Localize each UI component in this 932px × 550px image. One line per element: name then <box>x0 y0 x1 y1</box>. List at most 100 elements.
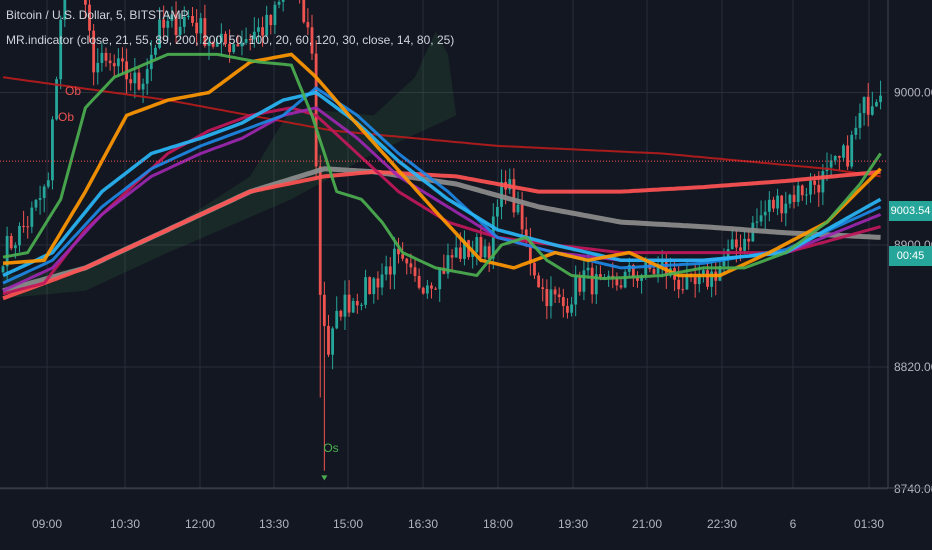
candle <box>615 278 619 286</box>
candle <box>755 221 759 223</box>
candle <box>483 246 487 258</box>
candle <box>656 265 660 274</box>
x-tick-label: 09:00 <box>32 517 62 531</box>
candle <box>631 265 635 278</box>
candle <box>842 145 845 158</box>
indicator-label[interactable]: MR.indicator (close, 21, 55, 89, 200, 20… <box>6 33 455 47</box>
candle <box>681 289 685 291</box>
candle <box>833 155 837 161</box>
candle <box>780 195 784 214</box>
candle <box>471 252 475 258</box>
x-tick-label: 15:00 <box>333 517 363 531</box>
candle <box>182 16 186 27</box>
candle <box>574 276 578 305</box>
cyan-moving-average <box>2 90 882 278</box>
candle <box>660 261 664 266</box>
candle <box>837 155 841 158</box>
candle <box>776 195 779 209</box>
candle <box>475 237 479 253</box>
candle <box>236 44 240 47</box>
x-tick-label: 16:30 <box>408 517 438 531</box>
candle <box>133 72 137 84</box>
candle <box>557 294 561 298</box>
candle <box>104 52 108 61</box>
overbought-marker-1-label: Ob <box>65 84 81 98</box>
candle <box>866 96 870 115</box>
candle <box>590 267 594 295</box>
candle <box>384 266 388 275</box>
candle <box>425 285 429 294</box>
candle <box>360 304 363 306</box>
candle <box>269 14 273 26</box>
candle <box>718 266 722 281</box>
candle <box>92 30 96 73</box>
candle <box>393 248 396 275</box>
candle <box>26 226 30 228</box>
candle <box>463 240 466 259</box>
candle <box>96 62 100 73</box>
candle <box>13 245 17 249</box>
candle <box>18 225 21 246</box>
candle <box>722 259 726 267</box>
candle <box>644 261 648 276</box>
candle <box>116 58 120 67</box>
candle <box>702 270 705 275</box>
candle <box>347 294 351 313</box>
candle <box>434 288 437 290</box>
candle <box>870 106 874 115</box>
candle <box>1 266 5 273</box>
candle <box>586 267 590 271</box>
candle <box>545 288 549 307</box>
candle <box>302 0 306 23</box>
candle <box>817 184 821 193</box>
candle <box>265 14 269 36</box>
candle <box>248 39 252 41</box>
candle <box>520 204 524 230</box>
candle <box>582 270 586 292</box>
candle <box>549 289 553 307</box>
candle <box>335 310 339 329</box>
candle <box>121 58 124 62</box>
candle <box>187 16 190 18</box>
countdown-tag: 00:45 <box>889 246 932 266</box>
candle <box>5 235 9 267</box>
candle <box>487 246 491 259</box>
candle <box>652 269 656 274</box>
chart-title: Bitcoin / U.S. Dollar, 5, BITSTAMP <box>6 8 189 22</box>
candle <box>772 199 775 209</box>
candle <box>512 179 516 213</box>
candle <box>318 166 322 295</box>
candle <box>438 267 442 290</box>
candle <box>88 4 91 31</box>
x-tick-label: 13:30 <box>259 517 289 531</box>
x-tick-label: 19:30 <box>558 517 588 531</box>
candle <box>788 194 792 204</box>
candle <box>22 225 25 227</box>
candle <box>30 207 34 227</box>
candle <box>376 278 380 288</box>
candle <box>9 235 13 249</box>
candle <box>697 274 701 285</box>
candle <box>417 275 421 288</box>
candle <box>739 247 742 251</box>
candle <box>343 294 347 317</box>
x-tick-label: 01:30 <box>854 517 884 531</box>
green-moving-average <box>2 52 882 281</box>
candle <box>784 203 788 214</box>
candle <box>322 294 326 326</box>
candle <box>129 79 133 84</box>
candle <box>203 18 207 46</box>
candle <box>281 0 285 2</box>
candle <box>734 239 738 248</box>
candle <box>685 274 689 290</box>
candle <box>619 285 623 288</box>
candle <box>162 19 166 28</box>
candle <box>413 267 417 276</box>
x-tick-label: 21:00 <box>632 517 662 531</box>
candle <box>792 194 796 202</box>
candle <box>372 278 376 295</box>
candle <box>541 287 545 289</box>
candle <box>607 275 611 278</box>
candle <box>84 0 87 5</box>
